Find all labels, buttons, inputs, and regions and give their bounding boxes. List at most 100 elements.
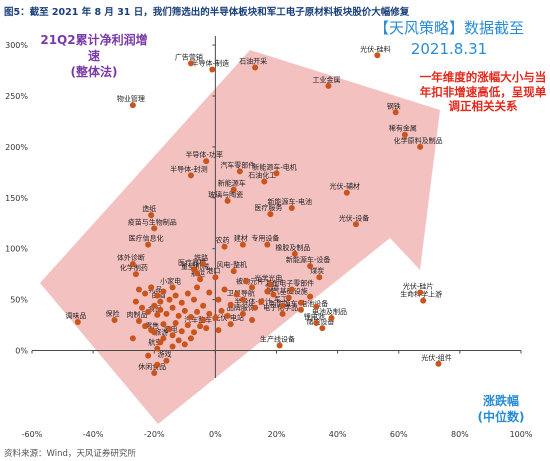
data-point — [169, 332, 176, 339]
data-point — [181, 341, 188, 348]
point-label: 风电-整机 — [216, 260, 247, 269]
data-point — [129, 335, 136, 342]
data-point — [212, 314, 219, 321]
data-point — [178, 328, 185, 335]
data-point — [145, 308, 152, 315]
data-point — [270, 291, 277, 298]
point-label: 新能源车 — [218, 179, 246, 188]
data-point — [194, 284, 201, 291]
data-point — [187, 172, 194, 179]
point-label: 光伏-硅料 — [360, 44, 391, 53]
data-point — [142, 323, 149, 330]
data-point — [187, 313, 194, 320]
y-axis-title: 21Q2累计净利润增速 (整体法) — [40, 32, 148, 80]
point-label: 旅游 — [154, 327, 168, 336]
point-label: 工控 — [264, 284, 278, 293]
data-point — [233, 291, 240, 298]
point-label: 化学原料及制品 — [394, 136, 443, 145]
data-point — [435, 360, 442, 367]
data-point — [142, 290, 149, 297]
data-point — [352, 221, 359, 228]
data-point — [230, 268, 237, 275]
point-label: 生产线设备 — [260, 334, 295, 343]
data-point — [163, 310, 170, 317]
point-label: 被动元件 — [236, 276, 264, 285]
point-label: 橡胶及制品 — [275, 243, 310, 252]
data-point — [285, 294, 292, 301]
point-label: 电池及制品 — [312, 307, 347, 316]
y-tick-label: 250% — [5, 92, 28, 101]
data-point — [242, 278, 249, 285]
point-label: 卫星导航 — [227, 289, 255, 298]
data-point — [132, 271, 139, 278]
point-label: 医疗信息化 — [129, 234, 164, 243]
data-point — [267, 211, 274, 218]
point-label: 保险 — [106, 309, 120, 318]
data-point — [139, 304, 146, 311]
data-point — [145, 352, 152, 359]
data-point — [215, 327, 222, 334]
y-tick-label: 50% — [10, 296, 28, 305]
point-label: 汽车整车 — [184, 315, 212, 324]
data-point — [169, 284, 176, 291]
x-tick-label: -60% — [22, 430, 43, 439]
data-point — [319, 325, 326, 332]
point-label: 医疗服务 — [254, 203, 282, 212]
trend-annotation: 一年维度的涨幅大小与当年扣非增速高低，呈现单调正相关关系 — [419, 70, 547, 113]
data-point — [221, 243, 228, 250]
point-label: 新能源车-电池 — [268, 197, 313, 206]
x-tick-label: 20% — [268, 430, 286, 439]
data-point — [252, 304, 259, 311]
x-tick-label: 100% — [510, 430, 533, 439]
y-axis-title-line2: (整体法) — [70, 65, 118, 79]
point-label: 其他电子零部件 — [265, 278, 314, 287]
point-label: 建材 — [234, 234, 248, 243]
data-point — [224, 197, 231, 204]
data-point — [157, 339, 164, 346]
point-label: 铁路 — [194, 253, 208, 262]
point-label: 休闲食品 — [138, 362, 166, 371]
data-point — [154, 311, 161, 318]
point-label: 煤炭 — [310, 266, 324, 275]
data-point — [288, 286, 295, 293]
point-label: 半导体-设计 — [234, 297, 272, 306]
data-point — [239, 296, 246, 303]
data-point — [343, 189, 350, 196]
data-point — [249, 284, 256, 291]
data-point — [145, 241, 152, 248]
point-label: 光伏-组件 — [421, 353, 452, 362]
data-point — [258, 298, 265, 305]
data-point — [417, 143, 424, 150]
data-point — [288, 205, 295, 211]
data-point — [267, 281, 274, 288]
point-label: 体外诊断 — [117, 253, 145, 262]
data-point — [200, 317, 207, 323]
point-label: 航空 — [148, 338, 162, 347]
point-label: 乳品 — [148, 285, 162, 294]
data-point — [307, 263, 314, 270]
data-point — [374, 52, 381, 59]
data-point — [239, 310, 246, 317]
data-point — [239, 241, 246, 248]
y-axis-title-line1: 21Q2累计净利润增速 — [40, 33, 148, 63]
data-point — [187, 60, 194, 67]
data-point — [221, 286, 228, 293]
data-point — [166, 326, 173, 333]
data-point — [197, 323, 204, 330]
point-label: 光伏-硅片 — [403, 282, 434, 291]
point-label: 半导体-制造 — [192, 59, 230, 68]
data-point — [236, 168, 243, 175]
data-point — [166, 296, 173, 303]
data-point — [316, 274, 323, 281]
data-point — [218, 307, 225, 314]
point-label: 广告营销 — [175, 52, 203, 61]
point-label: 光伏-辅材 — [330, 182, 361, 191]
data-point — [230, 186, 237, 193]
data-point — [190, 329, 197, 336]
data-point — [135, 286, 142, 293]
x-tick-label: -40% — [83, 430, 104, 439]
data-point — [291, 250, 298, 257]
data-point — [325, 82, 332, 89]
